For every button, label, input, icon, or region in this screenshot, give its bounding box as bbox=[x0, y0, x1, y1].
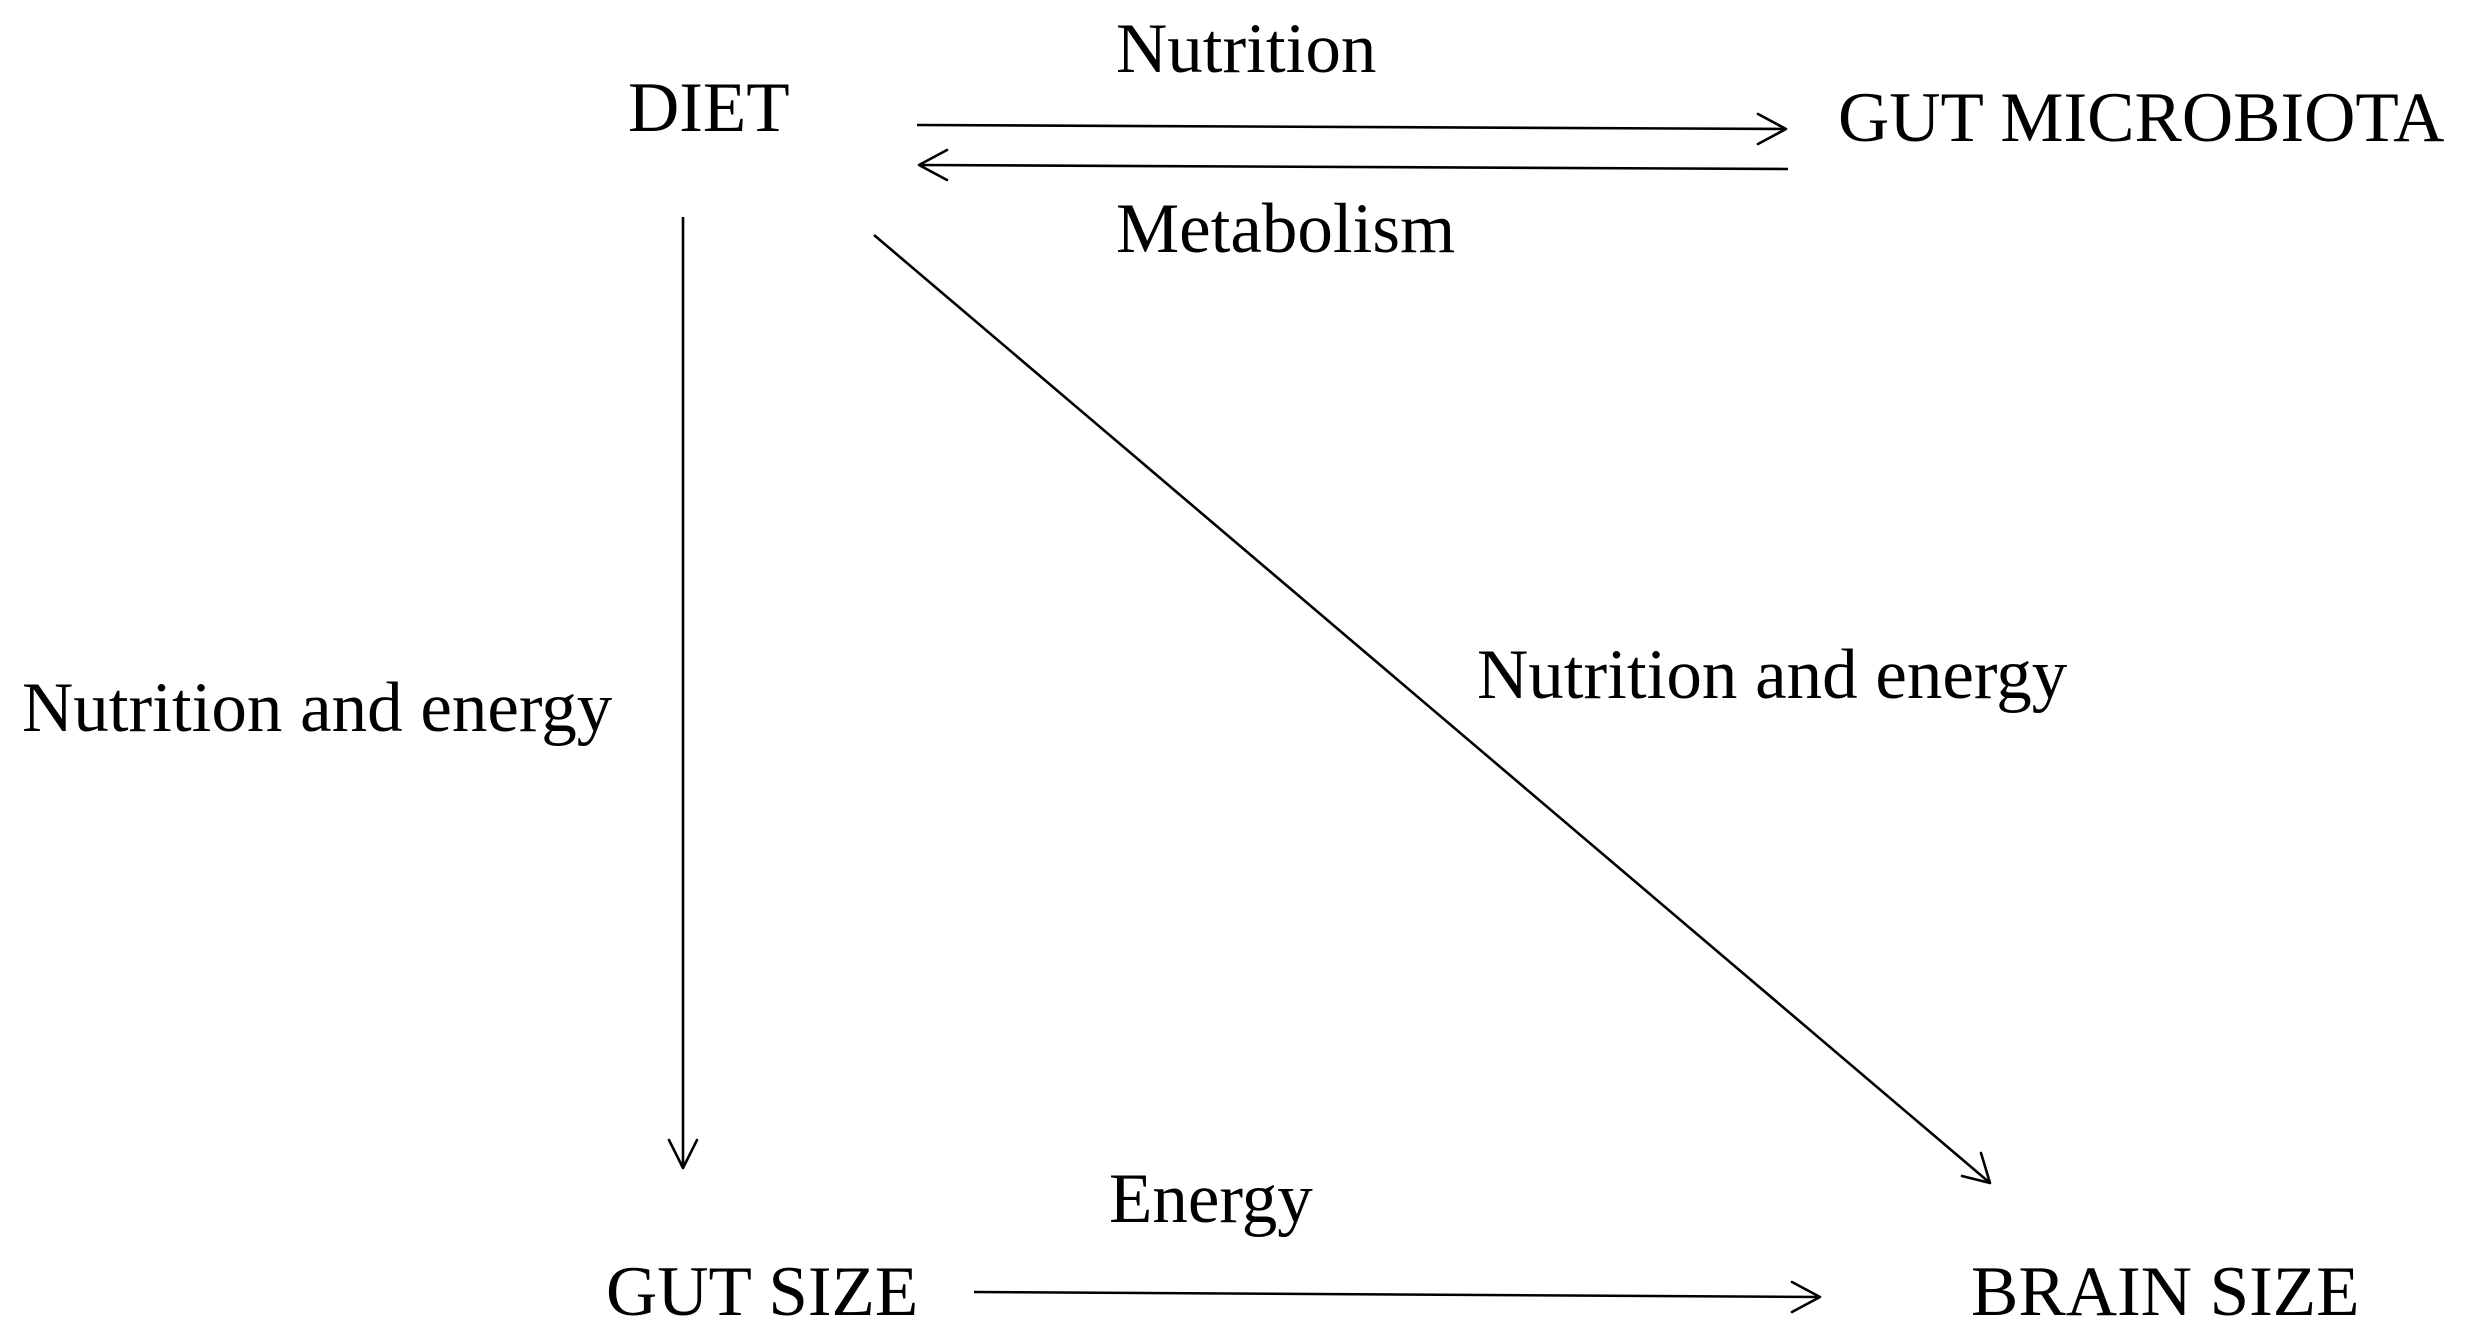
node-gut-microbiota: GUT MICROBIOTA bbox=[1838, 79, 2444, 157]
label-nutrition: Nutrition bbox=[1116, 10, 1376, 88]
label-diet-to-brain-size: Nutrition and energy bbox=[1477, 636, 2068, 714]
label-diet-to-gut-size: Nutrition and energy bbox=[22, 669, 613, 747]
node-diet: DIET bbox=[628, 69, 790, 147]
node-gut-size: GUT SIZE bbox=[606, 1253, 918, 1331]
arrow-diet-to-brain-size bbox=[873, 234, 1992, 1185]
label-metabolism: Metabolism bbox=[1116, 190, 1455, 268]
label-energy: Energy bbox=[1109, 1160, 1313, 1238]
arrow-diet-to-gut-size bbox=[667, 217, 699, 1170]
arrow-gut-size-to-brain-size bbox=[973, 1280, 1822, 1314]
arrow-microbiota-to-diet bbox=[917, 148, 1789, 182]
node-brain-size: BRAIN SIZE bbox=[1971, 1253, 2360, 1331]
arrow-diet-to-microbiota bbox=[916, 112, 1788, 146]
